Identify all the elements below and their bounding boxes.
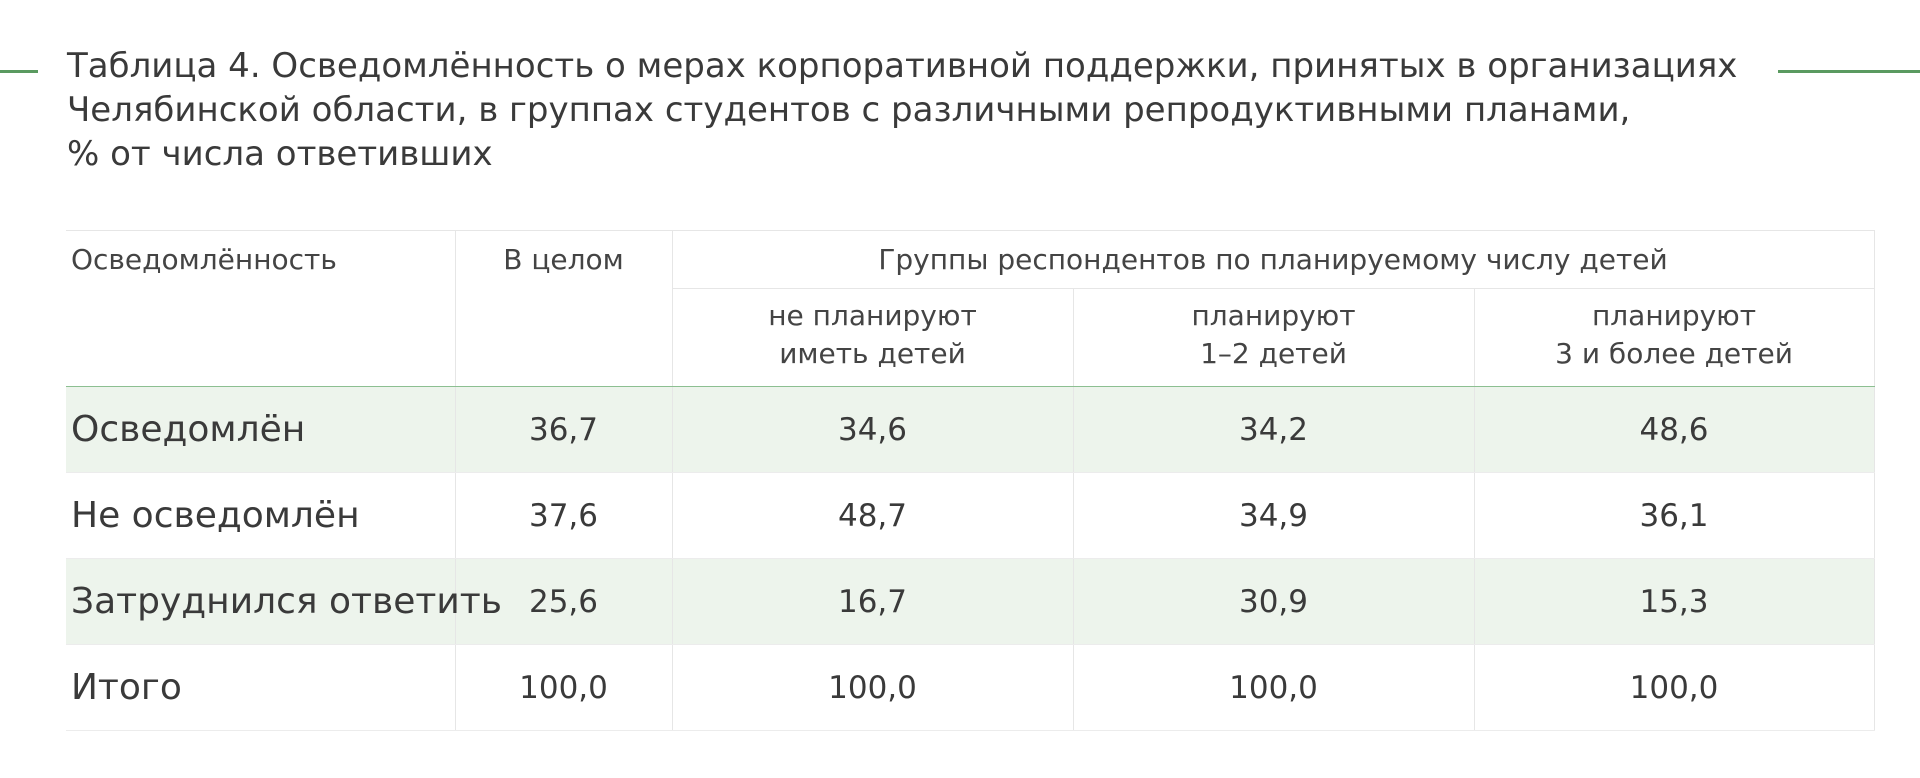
cell-1-2-children: 34,2 — [1072, 386, 1475, 473]
header-sub-0-line2: иметь детей — [779, 337, 966, 370]
cell-3-plus-children: 15,3 — [1473, 558, 1875, 645]
cell-3-plus-children: 48,6 — [1473, 386, 1875, 473]
header-sub-3-plus-children: планируют 3 и более детей — [1473, 288, 1875, 387]
row-label: Итого — [66, 644, 456, 731]
header-awareness: Осведомлённость — [66, 230, 456, 387]
table-row: Итого 100,0 100,0 100,0 100,0 — [66, 644, 1875, 731]
header-row-2: не планируют иметь детей планируют 1–2 д… — [66, 288, 1875, 387]
header-sub-1-2-children: планируют 1–2 детей — [1072, 288, 1475, 387]
header-sub-2-line1: планируют — [1591, 299, 1757, 332]
header-sub-1-line2: 1–2 детей — [1200, 337, 1347, 370]
decorative-line-left — [0, 70, 38, 73]
header-sub-no-children: не планируют иметь детей — [671, 288, 1074, 387]
title-line-2: Челябинской области, в группах студентов… — [67, 90, 1631, 130]
cell-overall: 100,0 — [454, 644, 673, 731]
cell-overall: 36,7 — [454, 386, 673, 473]
title-line-3: % от числа ответивших — [67, 134, 493, 174]
cell-no-children: 16,7 — [671, 558, 1074, 645]
header-sub-2-line2: 3 и более детей — [1555, 337, 1793, 370]
cell-1-2-children: 100,0 — [1072, 644, 1475, 731]
cell-1-2-children: 30,9 — [1072, 558, 1475, 645]
header-row-1: Осведомлённость В целом Группы респонден… — [66, 230, 1875, 387]
cell-no-children: 100,0 — [671, 644, 1074, 731]
table-row: Не осведомлён 37,6 48,7 34,9 36,1 — [66, 472, 1875, 559]
table-row: Затруднился ответить 25,6 16,7 30,9 15,3 — [66, 558, 1875, 645]
header-overall: В целом — [454, 230, 673, 387]
cell-3-plus-children: 100,0 — [1473, 644, 1875, 731]
cell-overall: 25,6 — [454, 558, 673, 645]
table-title: Таблица 4. Осведомлённость о мерах корпо… — [67, 44, 1767, 176]
cell-1-2-children: 34,9 — [1072, 472, 1475, 559]
decorative-line-right — [1778, 70, 1920, 73]
header-sub-1-line1: планируют — [1191, 299, 1356, 332]
cell-overall: 37,6 — [454, 472, 673, 559]
cell-no-children: 48,7 — [671, 472, 1074, 559]
row-label: Затруднился ответить — [66, 558, 502, 645]
header-group: Группы респондентов по планируемому числ… — [671, 230, 1875, 289]
cell-no-children: 34,6 — [671, 386, 1074, 473]
awareness-table: Осведомлённость В целом Группы респонден… — [66, 230, 1875, 731]
row-label: Не осведомлён — [66, 472, 456, 559]
title-line-1: Таблица 4. Осведомлённость о мерах корпо… — [67, 46, 1738, 86]
row-label: Осведомлён — [66, 386, 456, 473]
cell-3-plus-children: 36,1 — [1473, 472, 1875, 559]
table-row: Осведомлён 36,7 34,6 34,2 48,6 — [66, 386, 1875, 473]
header-sub-0-line1: не планируют — [768, 299, 977, 332]
